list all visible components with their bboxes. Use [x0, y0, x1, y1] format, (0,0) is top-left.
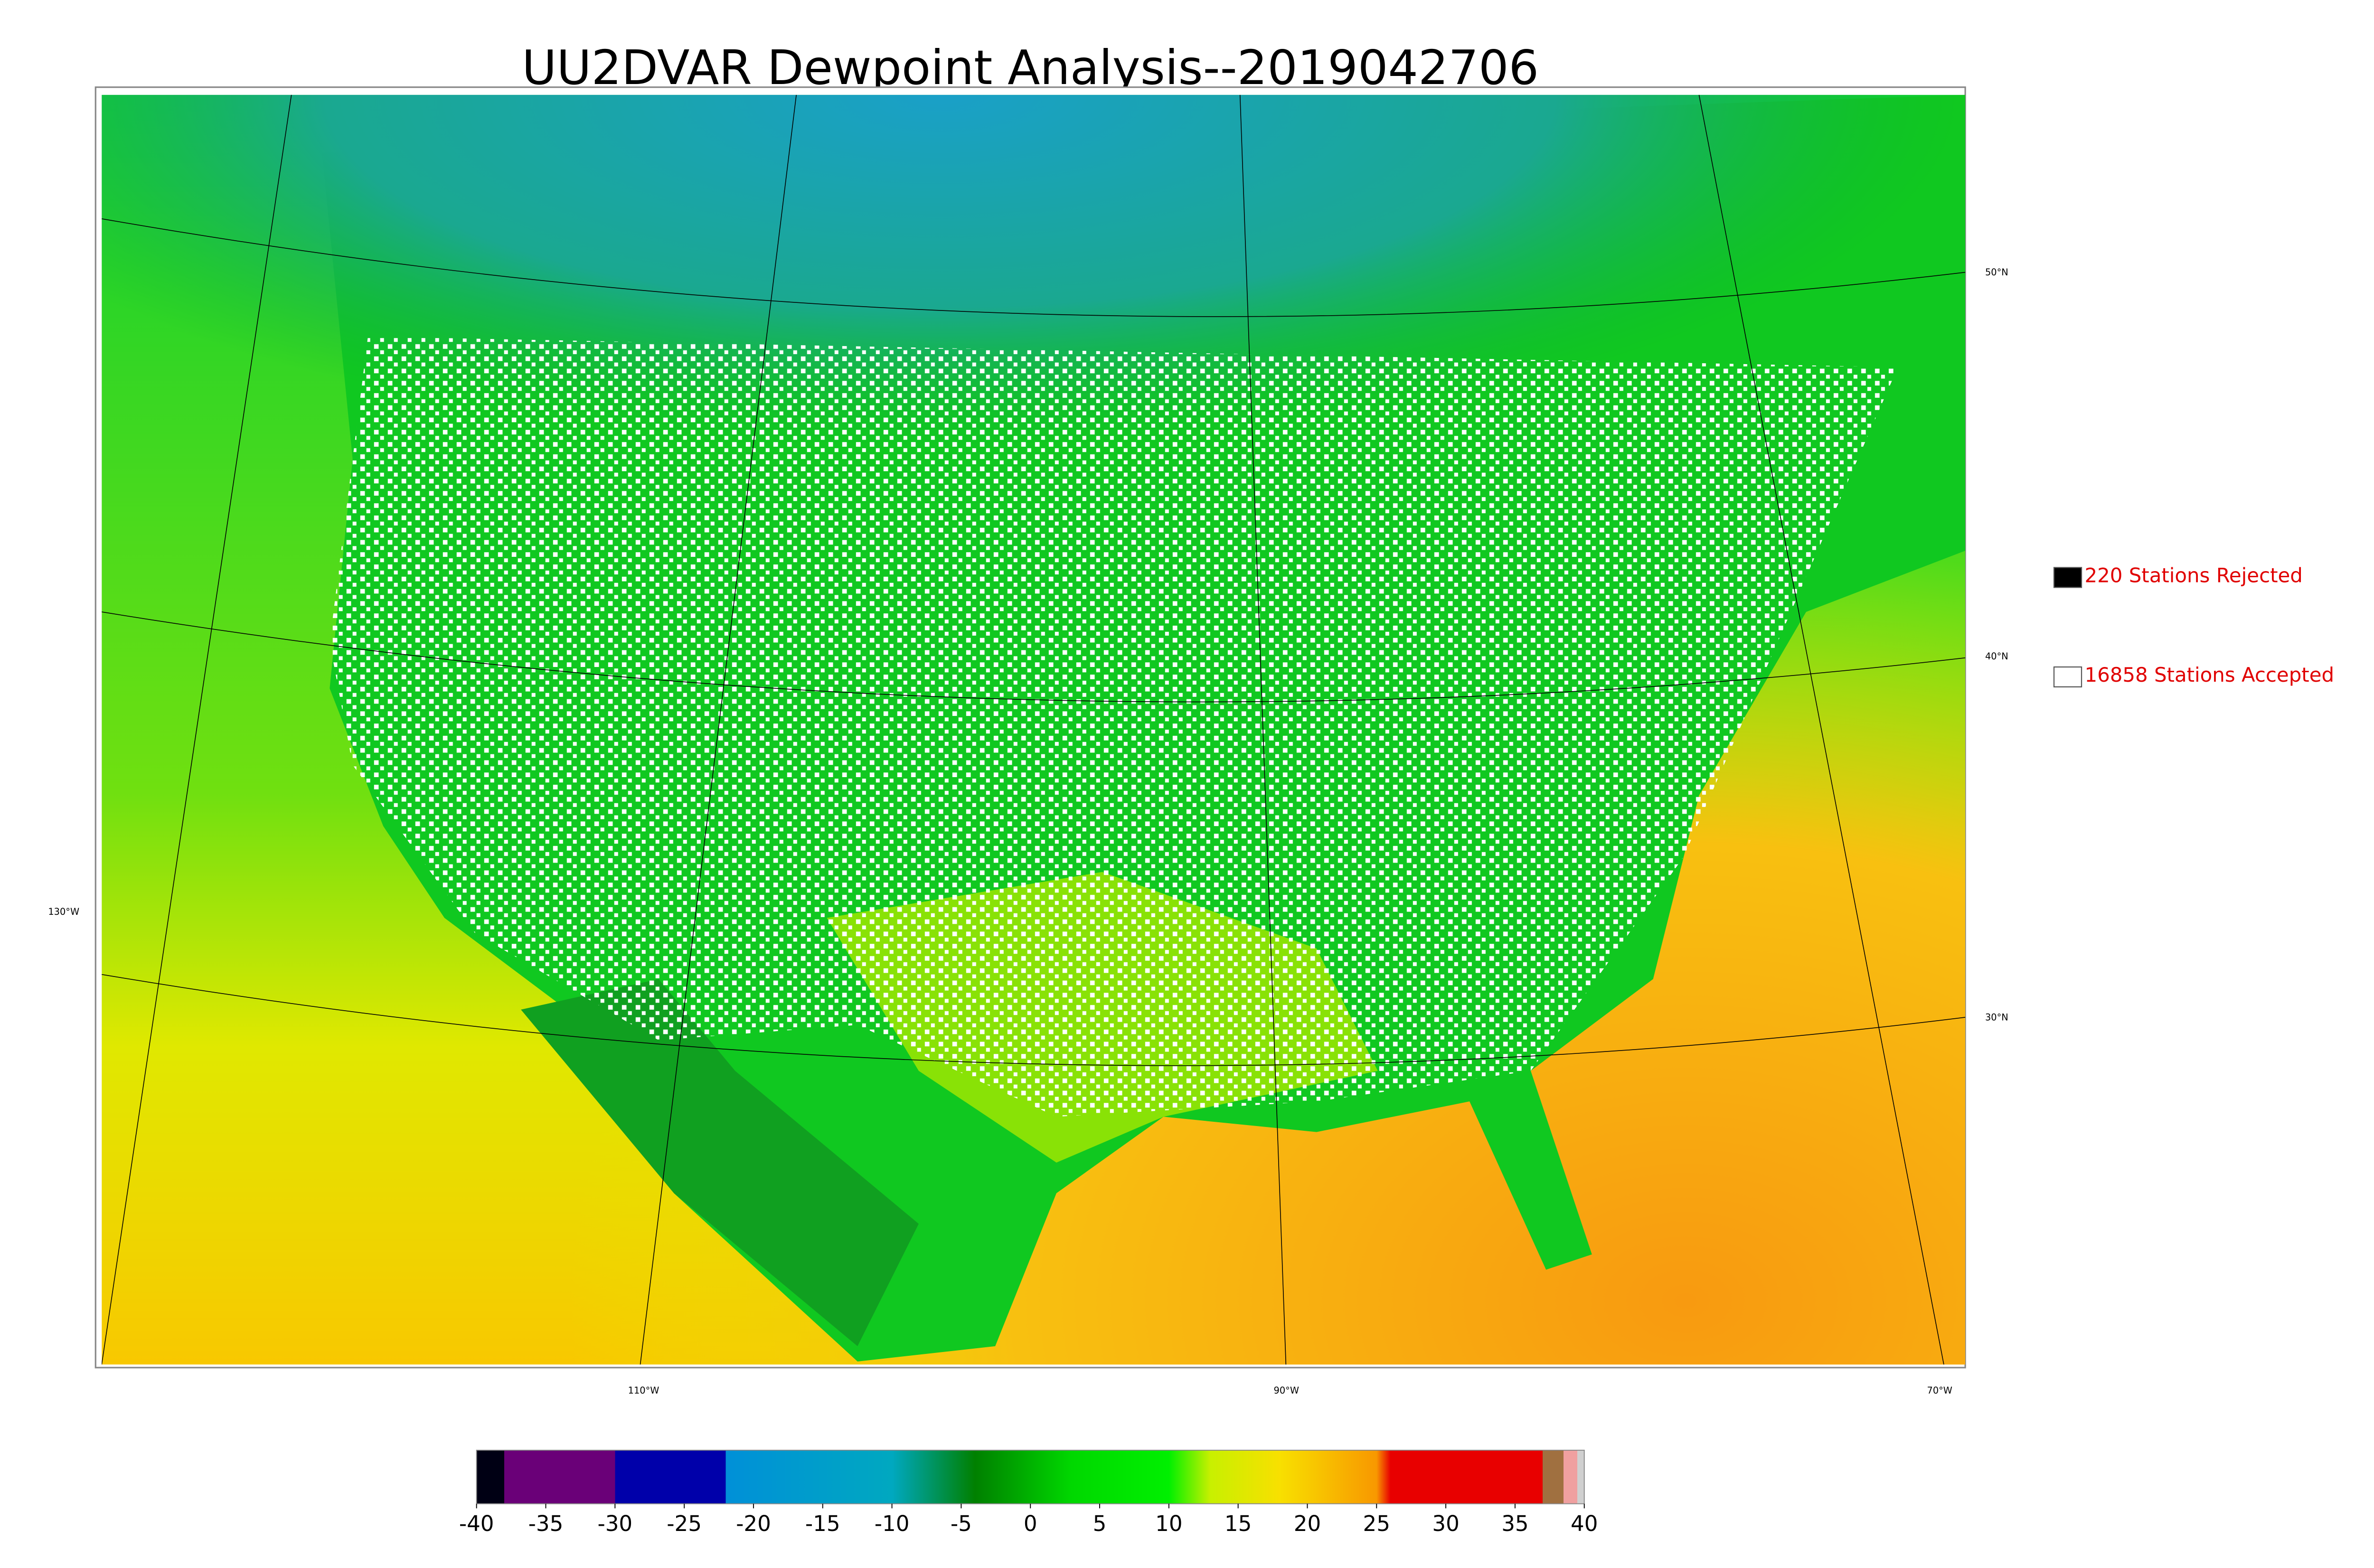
- dry-mexico: [521, 979, 919, 1346]
- lat-label: 30°N: [1985, 1012, 2008, 1023]
- stations: [330, 336, 1898, 1117]
- lon-label: 90°W: [1274, 1385, 1299, 1396]
- map: [102, 94, 1966, 1365]
- colorbar-tick-label: 5: [1093, 1511, 1107, 1536]
- colorbar-tick-label: 20: [1294, 1511, 1321, 1536]
- colorbar-tick-label: 25: [1363, 1511, 1390, 1536]
- colorbar-tick-label: 10: [1155, 1511, 1182, 1536]
- colorbar-tick-label: 15: [1225, 1511, 1252, 1536]
- colorbar-tick-label: -40: [459, 1511, 494, 1536]
- colorbar-tick-label: -20: [736, 1511, 771, 1536]
- legend-swatch: [2053, 567, 2082, 588]
- lon-label: 130°W: [48, 906, 79, 917]
- colorbar-tick-label: -5: [951, 1511, 972, 1536]
- legend: 220 Stations Rejected 16858 Stations Acce…: [2053, 563, 2334, 688]
- colorbar-bar: [476, 1449, 1585, 1504]
- legend-label: 16858 Stations Accepted: [2084, 663, 2334, 686]
- colorbar-tick-label: 30: [1432, 1511, 1459, 1536]
- colorbar-tick-label: -30: [597, 1511, 632, 1536]
- legend-label: 220 Stations Rejected: [2084, 563, 2302, 587]
- colorbar-tick-label: 0: [1024, 1511, 1037, 1536]
- graticule: [102, 94, 1966, 1365]
- legend-swatch: [2053, 666, 2082, 688]
- lon-label: 110°W: [628, 1385, 659, 1396]
- colorbar: -40 -35 -30 -25 -20 -15 -10 -5 0 5 10 15 20 25 30 35 40: [459, 1449, 1598, 1536]
- colorbar-tick-label: -35: [528, 1511, 564, 1536]
- colorbar-tick-label: -25: [667, 1511, 702, 1536]
- lon-label: 70°W: [1927, 1385, 1952, 1396]
- colorbar-tick-label: -10: [875, 1511, 910, 1536]
- lat-label: 40°N: [1985, 651, 2008, 662]
- colorbar-tick-label: 40: [1571, 1511, 1598, 1536]
- lat-label: 50°N: [1985, 267, 2008, 278]
- colorbar-tick-label: 35: [1501, 1511, 1528, 1536]
- colorbar-tick-label: -15: [805, 1511, 840, 1536]
- title: UU2DVAR Dewpoint Analysis--2019042706: [522, 40, 1539, 95]
